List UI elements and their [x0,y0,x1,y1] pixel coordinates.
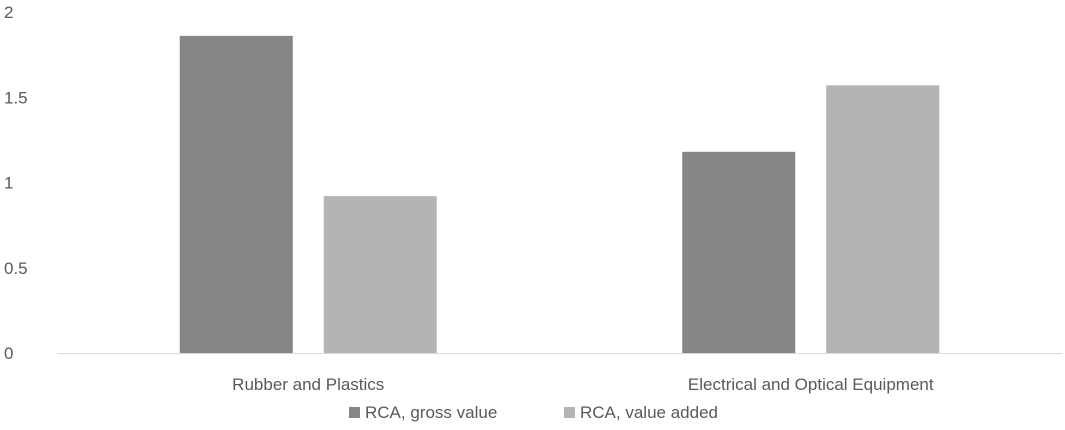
legend-item: RCA, gross value [349,403,497,422]
y-tick-label: 0.5 [4,259,28,278]
bar-gross-value [682,151,796,353]
legend: RCA, gross value RCA, value added [349,403,718,422]
legend-label: RCA, gross value [365,403,497,422]
y-tick-label: 1 [4,174,13,193]
bar-gross-value [179,35,293,354]
bars [179,35,940,354]
y-tick-label: 1.5 [4,88,28,107]
bar-value-added [323,196,437,353]
legend-label: RCA, value added [580,403,718,422]
y-tick-label: 0 [4,344,13,363]
legend-swatch [564,407,575,418]
y-axis-tick-labels: 0 0.5 1 1.5 2 [4,3,28,363]
x-tick-label: Rubber and Plastics [232,375,384,394]
x-axis-tick-labels: Rubber and Plastics Electrical and Optica… [232,375,934,394]
legend-swatch [349,407,360,418]
x-tick-label: Electrical and Optical Equipment [688,375,934,394]
bar-value-added [826,85,940,353]
y-tick-label: 2 [4,3,13,22]
legend-item: RCA, value added [564,403,718,422]
